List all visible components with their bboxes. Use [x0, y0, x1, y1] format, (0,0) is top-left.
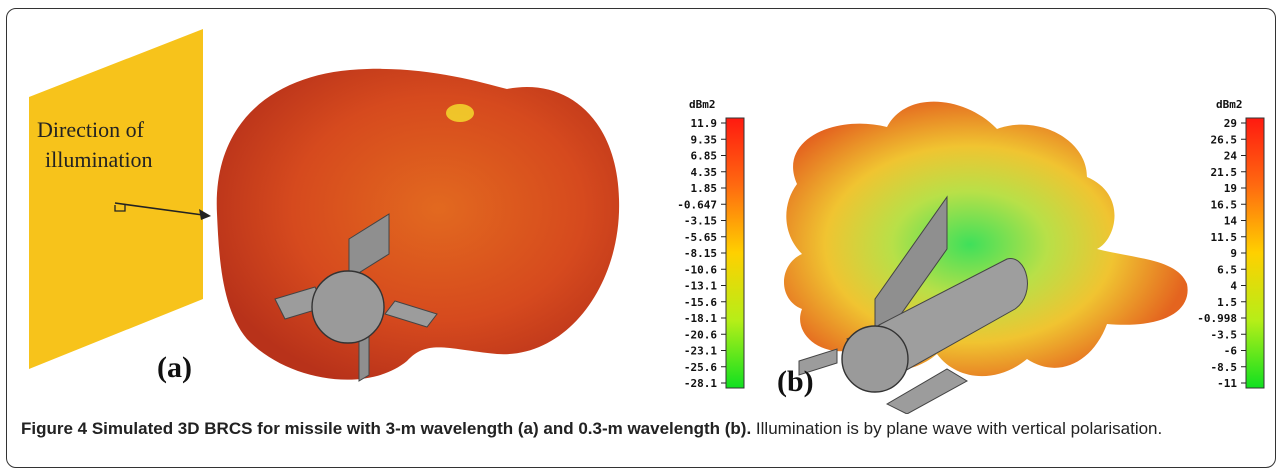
missile-model-b — [798, 195, 1028, 414]
colorbar-b-gradient — [1245, 117, 1265, 389]
colorbar-a-tick-label: -18.1 — [684, 312, 717, 325]
colorbar-a-tick-label: 4.35 — [691, 166, 718, 179]
colorbar-a-tick-label: -23.1 — [684, 345, 717, 358]
colorbar-a-tick-label: -20.6 — [684, 328, 717, 341]
caption-bold: Figure 4 Simulated 3D BRCS for missile w… — [21, 419, 752, 438]
figure-caption: Figure 4 Simulated 3D BRCS for missile w… — [21, 417, 1261, 440]
right-angle-mark — [114, 205, 126, 212]
colorbar-a-tick-label: -15.6 — [684, 296, 717, 309]
colorbar-a-tick-label: 9.35 — [691, 133, 718, 146]
colorbar-b-tick-label: 6.5 — [1217, 263, 1237, 276]
figure-frame: Direction of illumination (a) dBm2 11.9 9… — [6, 8, 1276, 468]
colorbar-b-tick-label: 16.5 — [1211, 198, 1238, 211]
colorbar-b-unit: dBm2 — [1216, 98, 1243, 111]
figure-graphic: Direction of illumination (a) dBm2 11.9 9… — [29, 29, 1265, 414]
colorbar-b-tick-label: -8.5 — [1211, 361, 1238, 374]
colorbar-a-tick-label: 1.85 — [691, 182, 718, 195]
colorbar-b-tick-label: 14 — [1224, 215, 1238, 228]
colorbar-a-tick-label: -8.15 — [684, 247, 717, 260]
colorbar-b-tick-label: 21.5 — [1211, 166, 1238, 179]
colorbar-a-tick-label: -13.1 — [684, 280, 717, 293]
annotation-line-1: Direction of — [37, 117, 145, 142]
panel-a-label: (a) — [157, 351, 192, 384]
colorbar-b: dBm2 29 26.5 24 21.5 19 16.5 14 11.5 9 6.5 4 1.5 -0.… — [1197, 98, 1265, 390]
colorbar-a-tick-label: 11.9 — [691, 117, 718, 130]
direction-arrow-head — [199, 209, 211, 220]
colorbar-b-tick-label: 19 — [1224, 182, 1237, 195]
colorbar-b-tick-label: 11.5 — [1211, 231, 1238, 244]
colorbar-b-tick-label: 29 — [1224, 117, 1237, 130]
colorbar-a: dBm2 11.9 9.35 6.85 4.35 1.85 -0.647 -3.15 -5.6… — [677, 98, 745, 390]
colorbar-a-tick-label: -0.647 — [677, 198, 717, 211]
annotation-line-2: illumination — [45, 147, 153, 172]
colorbar-b-tick-label: 1.5 — [1217, 296, 1237, 309]
colorbar-b-tick-label: -0.998 — [1197, 312, 1237, 325]
colorbar-b-tick-label: 9 — [1230, 247, 1237, 260]
colorbar-b-tick-label: -6 — [1224, 345, 1238, 358]
colorbar-a-tick-label: 6.85 — [691, 150, 718, 163]
direction-arrow-line — [114, 202, 204, 216]
colorbar-a-tick-label: -5.65 — [684, 231, 717, 244]
pattern-a-hotspot — [446, 104, 474, 122]
colorbar-a-tick-label: -25.6 — [684, 361, 717, 374]
colorbar-a-gradient — [725, 117, 745, 389]
colorbar-b-tick-label: 24 — [1224, 150, 1238, 163]
colorbar-a-tick-label: -28.1 — [684, 377, 717, 390]
colorbar-b-tick-label: -3.5 — [1211, 328, 1238, 341]
colorbar-b-tick-label: 26.5 — [1211, 133, 1238, 146]
colorbar-a-unit: dBm2 — [689, 98, 716, 111]
panel-b-label: (b) — [777, 365, 814, 398]
colorbar-b-tick-label: 4 — [1230, 280, 1237, 293]
colorbar-a-tick-label: -10.6 — [684, 263, 717, 276]
missile-model-a — [274, 213, 438, 382]
caption-normal: Illumination is by plane wave with verti… — [751, 419, 1163, 438]
colorbar-b-tick-label: -11 — [1217, 377, 1237, 390]
plane-wave-panel — [29, 29, 203, 369]
direction-annotation: Direction of illumination — [37, 117, 211, 220]
colorbar-a-tick-label: -3.15 — [684, 215, 717, 228]
rcs-pattern-a — [216, 68, 620, 380]
rcs-pattern-b — [783, 101, 1188, 377]
